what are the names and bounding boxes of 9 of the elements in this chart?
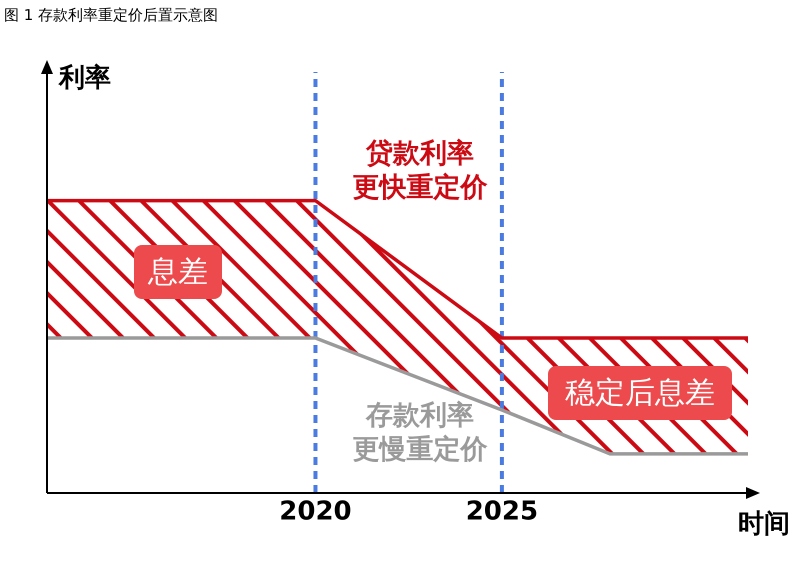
annotation: 存款利率更慢重定价 [352,400,488,464]
x-tick-label: 2025 [466,496,538,526]
chart-title: 图 1 存款利率重定价后置示意图 [4,6,218,24]
annotation: 息差 [147,254,208,290]
x-axis-title: 时间 [738,509,790,539]
annotation: 稳定后息差 [565,376,715,410]
annotation: 贷款利率更快重定价 [352,138,488,202]
y-axis-title: 利率 [58,63,111,93]
x-tick-label: 2020 [279,496,352,526]
